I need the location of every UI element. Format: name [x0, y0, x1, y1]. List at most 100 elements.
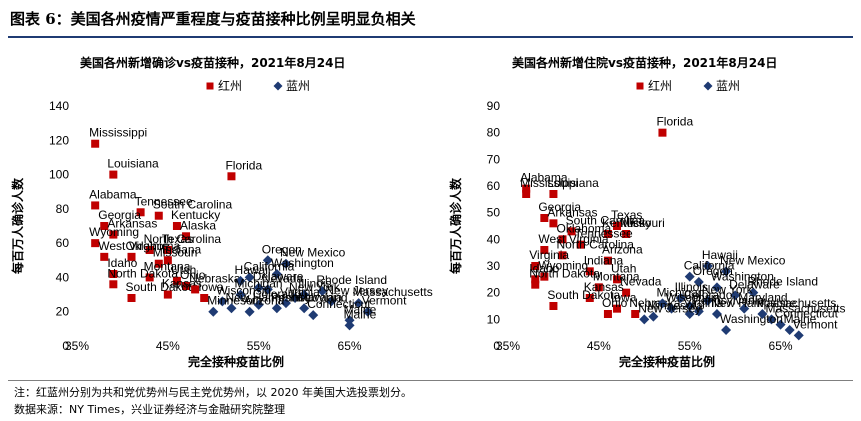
footer-note: 注：红蓝州分别为共和党优势州与民主党优势州，以 2020 年美国大选投票划分。 [14, 386, 412, 399]
point-label: Massachusetts [353, 285, 433, 299]
y-tick-label: 60 [487, 179, 501, 193]
data-point-red-state [540, 246, 549, 254]
point-label: Mississippi [520, 176, 578, 190]
data-point-red-state [558, 251, 567, 260]
point-label: North Carolina [144, 232, 222, 246]
point-label: Colorado [684, 288, 733, 302]
y-tick-label: 140 [49, 99, 69, 113]
data-point-blue-state [308, 310, 319, 321]
point-label: Kentucky [602, 216, 651, 230]
point-label: Ohio [602, 296, 628, 310]
data-point-blue-state [253, 282, 264, 293]
x-tick-label: 65% [338, 339, 362, 353]
y-tick-label: 80 [487, 126, 501, 140]
data-point-red-state [127, 252, 136, 261]
point-label: Georgia [538, 200, 581, 214]
point-label: California [684, 259, 735, 273]
point-label: Florida [656, 115, 693, 129]
data-point-blue-state [693, 306, 704, 317]
x-tick-label: 35% [496, 339, 520, 353]
point-label: Missouri [620, 216, 665, 230]
point-label: Nebraska [629, 296, 681, 310]
y-axis-title: 每百万人确诊人数 [448, 177, 463, 274]
data-point-red-state [109, 170, 118, 179]
data-point-blue-state [235, 289, 246, 300]
data-point-red-state [109, 230, 118, 239]
chart-1-title: 美国各州新增确诊vs疫苗接种，2021年8月24日 [80, 56, 346, 70]
point-label: Alaska [180, 218, 216, 232]
data-point-red-state [549, 219, 558, 228]
point-label: Louisiana [107, 157, 159, 171]
data-point-blue-state [675, 293, 686, 303]
point-label: New Jersey [325, 283, 388, 297]
point-label: Idaho [107, 256, 137, 270]
y-tick-label: 30 [487, 259, 501, 273]
point-label: Georgia [98, 208, 141, 222]
point-label: Oregon [693, 264, 733, 278]
data-point-red-state [154, 211, 163, 220]
point-label: Nevada [620, 275, 662, 289]
data-point-red-state [182, 282, 191, 290]
data-point-red-state [522, 184, 531, 193]
legend-marker-red [206, 82, 214, 90]
data-point-red-state [109, 280, 118, 289]
point-label: New York [702, 283, 754, 297]
data-point-red-state [576, 240, 585, 249]
point-label: Arizona [244, 294, 285, 308]
point-label: North Carolina [557, 237, 635, 251]
legend-label: 红州 [218, 78, 242, 93]
legend-label: 蓝州 [286, 79, 310, 93]
data-point-red-state [531, 280, 540, 289]
point-label: Virginia [529, 248, 569, 262]
point-label: Maine [344, 302, 377, 316]
header-rule [8, 36, 853, 38]
point-label: Delaware [253, 270, 304, 284]
data-point-red-state [522, 190, 531, 198]
data-point-red-state [613, 304, 622, 313]
point-label: Montana [593, 269, 640, 283]
data-point-blue-state [711, 309, 722, 319]
point-label: Alabama [520, 171, 568, 185]
point-label: Tennessee [575, 227, 633, 241]
point-label: Texas [611, 208, 642, 222]
data-point-red-state [200, 294, 209, 302]
y-tick-label: 70 [487, 152, 501, 166]
point-label: Tennessee [135, 194, 193, 208]
point-label: Arkansas [547, 205, 597, 219]
point-label: Rhode Island [316, 273, 387, 287]
figure-header: 图表 6：美国各州疫情严重程度与疫苗接种比例呈明显负相关 [0, 0, 861, 38]
point-label: Wisconsin [216, 283, 271, 297]
data-point-red-state [603, 310, 612, 318]
x-tick-label: 35% [65, 339, 89, 353]
point-label: Michigan [235, 277, 283, 291]
data-point-red-state [109, 270, 118, 278]
data-point-blue-state [280, 298, 291, 309]
point-label: South Carolina [566, 213, 646, 227]
point-label: Montana [144, 259, 191, 273]
data-point-red-state [163, 246, 172, 254]
point-label: New Hampshire [225, 290, 311, 304]
data-point-red-state [136, 208, 145, 217]
data-point-red-state [227, 172, 236, 181]
data-point-red-state [145, 273, 154, 282]
point-label: Iowa [611, 291, 637, 305]
data-point-blue-state [317, 286, 328, 297]
data-point-red-state [585, 294, 594, 302]
legend-label: 红州 [648, 78, 672, 93]
point-label: South Dakota [547, 288, 620, 302]
point-label: West Virginia [538, 232, 609, 246]
data-point-blue-state [684, 271, 695, 282]
data-point-blue-state [684, 301, 695, 311]
footer-rule [8, 380, 853, 381]
legend-marker-blue [703, 81, 713, 91]
data-point-red-state [567, 227, 576, 236]
data-point-red-state [622, 288, 631, 297]
data-point-blue-state [253, 299, 264, 310]
figure-footer: 注：红蓝州分别为共和党优势州与民主党优势州，以 2020 年美国大选投票划分。 … [0, 380, 861, 420]
point-label: Illinois [675, 280, 708, 294]
data-point-blue-state [262, 284, 273, 295]
data-point-blue-state [766, 314, 777, 325]
data-point-red-state [163, 290, 172, 299]
